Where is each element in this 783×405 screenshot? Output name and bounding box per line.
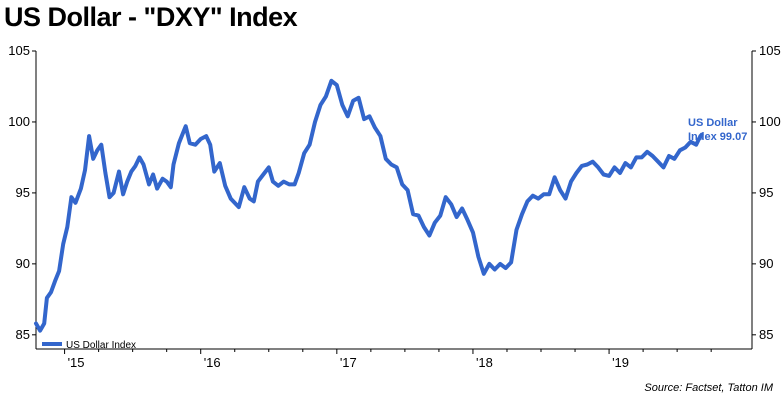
label-layer: US Dollar Index US Dollar Index 99.07 bbox=[42, 117, 747, 351]
chart-title: US Dollar - "DXY" Index bbox=[4, 2, 298, 32]
source-note: Source: Factset, Tatton IM bbox=[644, 382, 773, 394]
legend-label: US Dollar Index bbox=[66, 340, 136, 351]
y-tick-label-right-90: 90 bbox=[759, 256, 773, 271]
y-tick-label-right-85: 85 bbox=[759, 327, 773, 342]
series-layer bbox=[34, 78, 704, 333]
end-label-line1: US Dollar bbox=[688, 117, 738, 129]
end-label-line2: Index 99.07 bbox=[688, 131, 747, 143]
x-tick-label-'15: '15 bbox=[68, 355, 85, 370]
x-tick-label-'16: '16 bbox=[204, 355, 221, 370]
y-tick-label-left-95: 95 bbox=[16, 185, 30, 200]
x-tick-label-'18: '18 bbox=[476, 355, 493, 370]
y-tick-label-left-85: 85 bbox=[16, 327, 30, 342]
y-tick-label-right-105: 105 bbox=[759, 43, 781, 58]
y-tick-label-left-105: 105 bbox=[8, 43, 30, 58]
axes-layer: 85 85 90 90 95 95 100 100 105 105 '15 '16 '17 '18 '19 bbox=[8, 43, 780, 370]
y-tick-label-left-100: 100 bbox=[8, 114, 30, 129]
series-line-0 bbox=[34, 78, 704, 333]
y-tick-label-right-100: 100 bbox=[759, 114, 781, 129]
y-tick-label-left-90: 90 bbox=[16, 256, 30, 271]
y-tick-label-right-95: 95 bbox=[759, 185, 773, 200]
x-tick-label-'17: '17 bbox=[340, 355, 357, 370]
x-tick-label-'19: '19 bbox=[612, 355, 629, 370]
